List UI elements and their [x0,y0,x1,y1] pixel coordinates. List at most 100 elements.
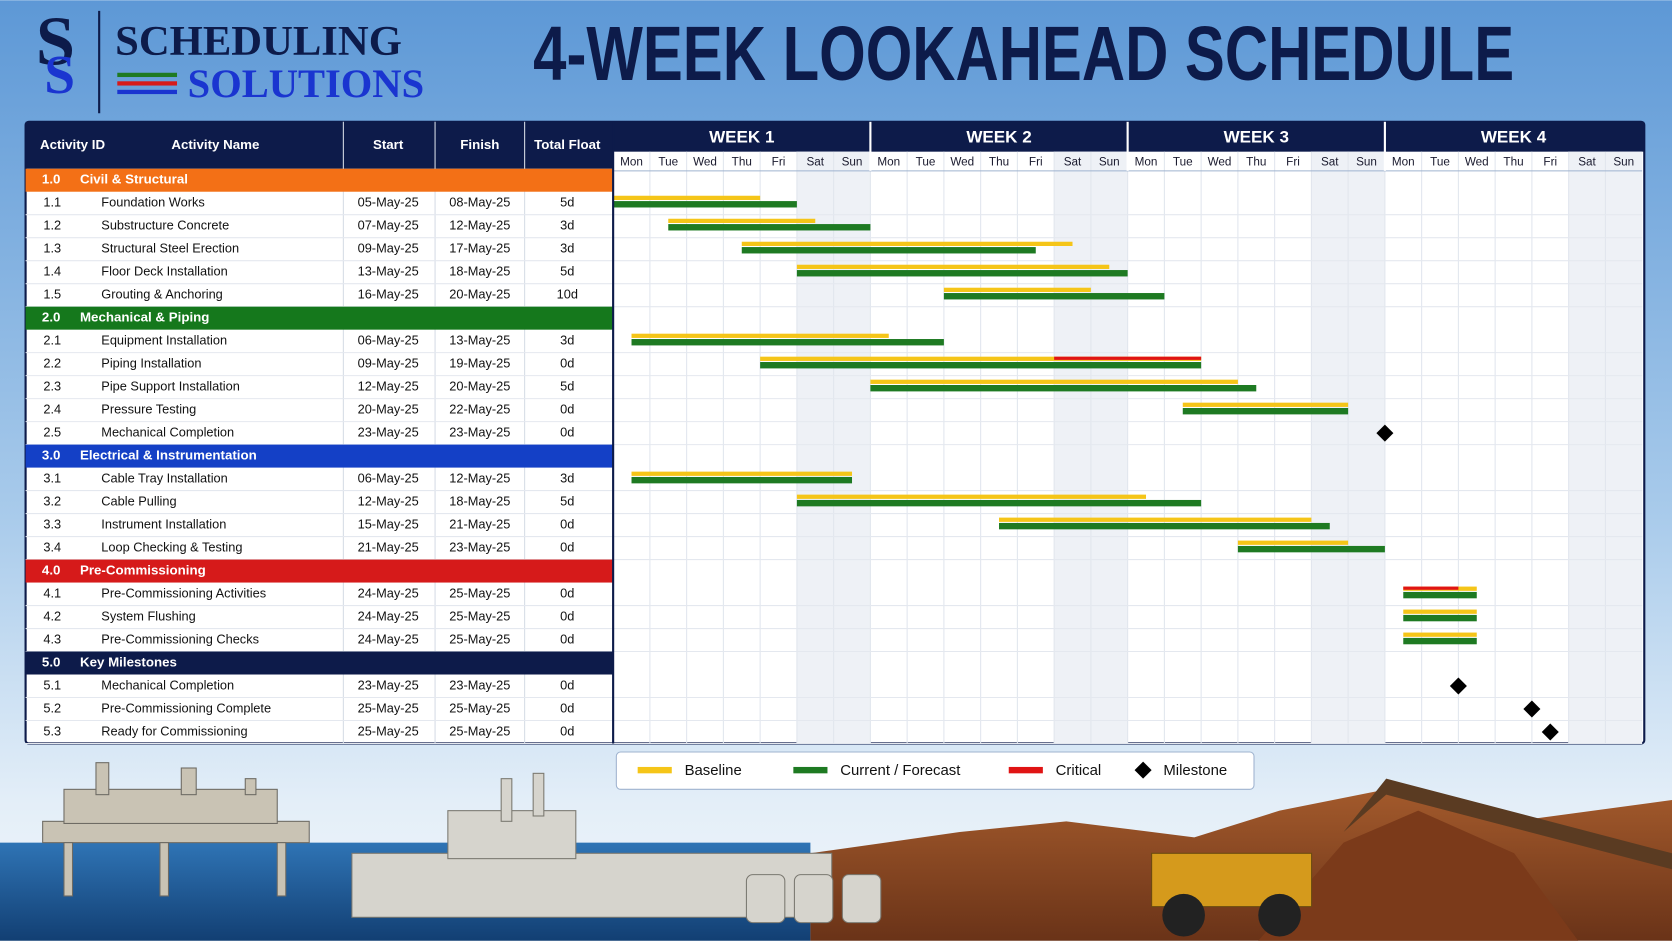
day-label: Mon [1135,155,1158,168]
day-label: Thu [1246,155,1266,168]
forecast-bar [631,339,944,346]
day-label: Wed [1208,155,1232,168]
day-label: Tue [658,155,678,168]
activity-id: 3.2 [43,493,61,508]
legend-label: Milestone [1163,762,1227,779]
start-date: 12-May-25 [358,493,419,508]
group-row [25,559,614,583]
activity-name: Piping Installation [101,356,201,371]
day-label: Tue [1173,155,1193,168]
day-label: Mon [620,155,643,168]
total-float: 3d [560,470,574,485]
finish-date: 12-May-25 [449,470,510,485]
day-label: Tue [1430,155,1450,168]
weekend-shade [1054,151,1091,744]
day-label: Sun [1356,155,1377,168]
finish-date: 25-May-25 [449,585,510,600]
total-float: 3d [560,218,574,233]
week-label: WEEK 3 [1224,127,1289,146]
forecast-bar [1182,407,1349,415]
group-row [25,651,614,675]
activity-id: 2.1 [43,333,61,348]
baseline-bar [943,287,1091,292]
group-id: 5.0 [42,655,61,670]
finish-date: 08-May-25 [449,195,510,210]
activity-id: 2.2 [43,356,61,371]
start-date: 21-May-25 [358,539,419,554]
gantt-bars [613,195,1559,741]
total-float: 5d [560,264,574,279]
activity-name: Mechanical Completion [101,424,234,439]
activity-id: 2.4 [43,401,61,416]
mining-conveyor [1151,778,1672,937]
logo-mark: S [36,2,75,80]
weekend-shade [1311,151,1349,744]
forecast-bar [760,362,1202,369]
activity-id: 4.3 [43,631,61,646]
start-date: 24-May-25 [358,608,419,623]
ore-pile [1258,810,1579,941]
baseline-bar [1403,609,1477,614]
forecast-bar [943,293,1165,300]
start-date: 20-May-25 [358,401,419,416]
start-date: 25-May-25 [358,723,419,738]
critical-bar [1403,586,1459,590]
legend-swatch [637,766,672,774]
column-header: Activity ID [40,137,105,152]
column-header: Start [373,137,404,152]
finish-date: 13-May-25 [449,333,510,348]
activity-name: Foundation Works [101,195,205,210]
forecast-bar [1403,591,1477,599]
baseline-bar [796,494,1147,499]
total-float: 0d [560,608,574,623]
day-label: Wed [950,155,974,168]
start-date: 15-May-25 [358,516,419,531]
finish-date: 21-May-25 [449,516,510,531]
total-float: 10d [557,287,578,302]
finish-date: 20-May-25 [449,287,510,302]
day-label: Thu [1503,155,1523,168]
forecast-bar [668,224,871,231]
group-name: Key Milestones [80,655,177,670]
legend-swatch [1008,766,1043,774]
activity-id: 1.5 [43,287,61,302]
activity-id: 2.3 [43,379,61,394]
group-name: Civil & Structural [80,172,188,187]
total-float: 5d [560,493,574,508]
activity-name: Loop Checking & Testing [101,539,242,554]
finish-date: 17-May-25 [449,241,510,256]
activity-name: Pressure Testing [101,401,196,416]
finish-date: 19-May-25 [449,356,510,371]
finish-date: 20-May-25 [449,379,510,394]
total-float: 0d [560,700,574,715]
start-date: 12-May-25 [358,379,419,394]
day-label: Mon [877,155,900,168]
legend-label: Critical [1056,762,1102,779]
total-float: 0d [560,401,574,416]
weekend-shade [796,151,834,744]
activity-id: 5.2 [43,700,61,715]
baseline-bar [999,517,1312,522]
activity-name: Cable Tray Installation [101,470,227,485]
column-header: Finish [460,137,499,152]
activity-name: Grouting & Anchoring [101,287,223,302]
activity-name: Structural Steel Erection [101,241,239,256]
total-float: 0d [560,631,574,646]
activity-name: Pipe Support Installation [101,379,240,394]
finish-date: 23-May-25 [449,539,510,554]
logo-mark: S [44,44,75,105]
total-float: 0d [560,356,574,371]
day-label: Sun [1613,155,1634,168]
group-id: 4.0 [42,563,61,578]
start-date: 23-May-25 [358,677,419,692]
total-float: 0d [560,539,574,554]
activity-id: 2.5 [43,424,61,439]
activity-name: Ready for Commissioning [101,723,247,738]
forecast-bar [796,499,1202,507]
schedule-rows: Activity ID Activity Name Start Finish Total… [25,121,1643,745]
activity-id: 3.1 [43,470,61,485]
legend-label: Current / Forecast [840,762,961,779]
start-date: 24-May-25 [358,585,419,600]
baseline-bar [796,264,1110,269]
activity-id: 4.1 [43,585,61,600]
